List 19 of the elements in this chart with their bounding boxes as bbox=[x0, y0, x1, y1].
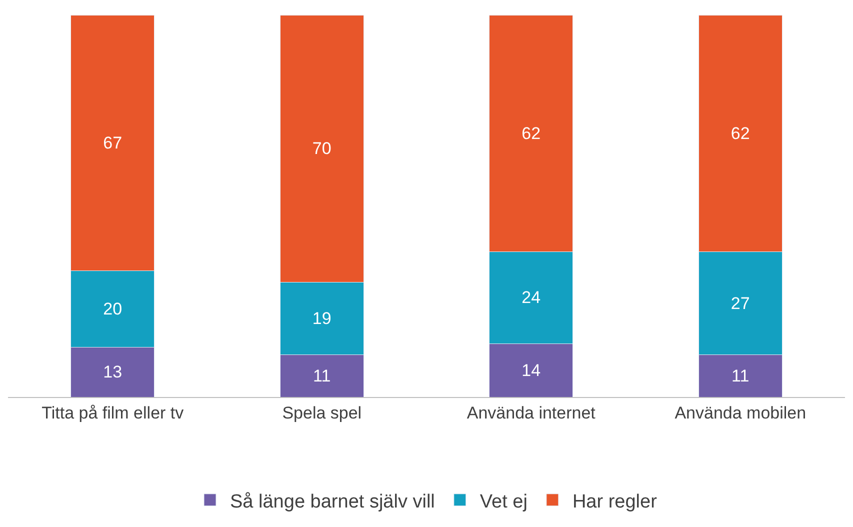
legend-label: Vet ej bbox=[480, 491, 528, 512]
x-tick-label: Använda internet bbox=[466, 403, 596, 422]
x-tick-label: Spela spel bbox=[282, 403, 362, 422]
x-tick-label: Titta på film eller tv bbox=[42, 403, 184, 422]
legend-label: Har regler bbox=[572, 491, 658, 512]
data-label: 62 bbox=[522, 124, 541, 143]
data-label: 62 bbox=[730, 124, 750, 143]
data-label: 67 bbox=[103, 133, 122, 152]
data-label: 13 bbox=[103, 362, 122, 382]
data-label: 27 bbox=[730, 294, 750, 313]
data-label: 11 bbox=[313, 366, 331, 386]
data-label: 11 bbox=[732, 366, 750, 386]
data-label: 70 bbox=[312, 139, 332, 158]
data-label: 14 bbox=[522, 360, 541, 380]
data-label: 20 bbox=[103, 300, 122, 319]
data-label: 19 bbox=[312, 309, 332, 328]
legend-label: Så länge barnet själv vill bbox=[230, 491, 435, 512]
data-label: 24 bbox=[522, 288, 541, 308]
x-tick-label: Använda mobilen bbox=[674, 403, 806, 422]
